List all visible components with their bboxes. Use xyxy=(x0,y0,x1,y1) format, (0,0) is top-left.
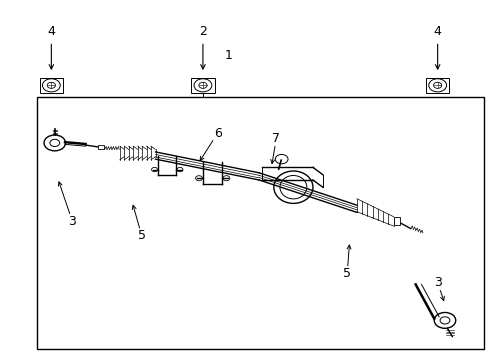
Text: 2: 2 xyxy=(199,25,206,38)
Text: 3: 3 xyxy=(433,276,441,289)
Bar xyxy=(98,145,103,149)
Text: 7: 7 xyxy=(272,132,280,145)
Bar xyxy=(393,217,399,225)
Text: 4: 4 xyxy=(433,25,441,38)
Bar xyxy=(40,78,63,93)
Text: 3: 3 xyxy=(68,215,76,228)
Text: 5: 5 xyxy=(343,267,350,280)
Bar xyxy=(425,78,448,93)
Text: 4: 4 xyxy=(47,25,55,38)
Text: 6: 6 xyxy=(213,127,221,140)
Bar xyxy=(191,78,214,93)
Text: 5: 5 xyxy=(138,229,145,242)
Bar xyxy=(37,97,483,349)
Text: 1: 1 xyxy=(224,49,232,62)
